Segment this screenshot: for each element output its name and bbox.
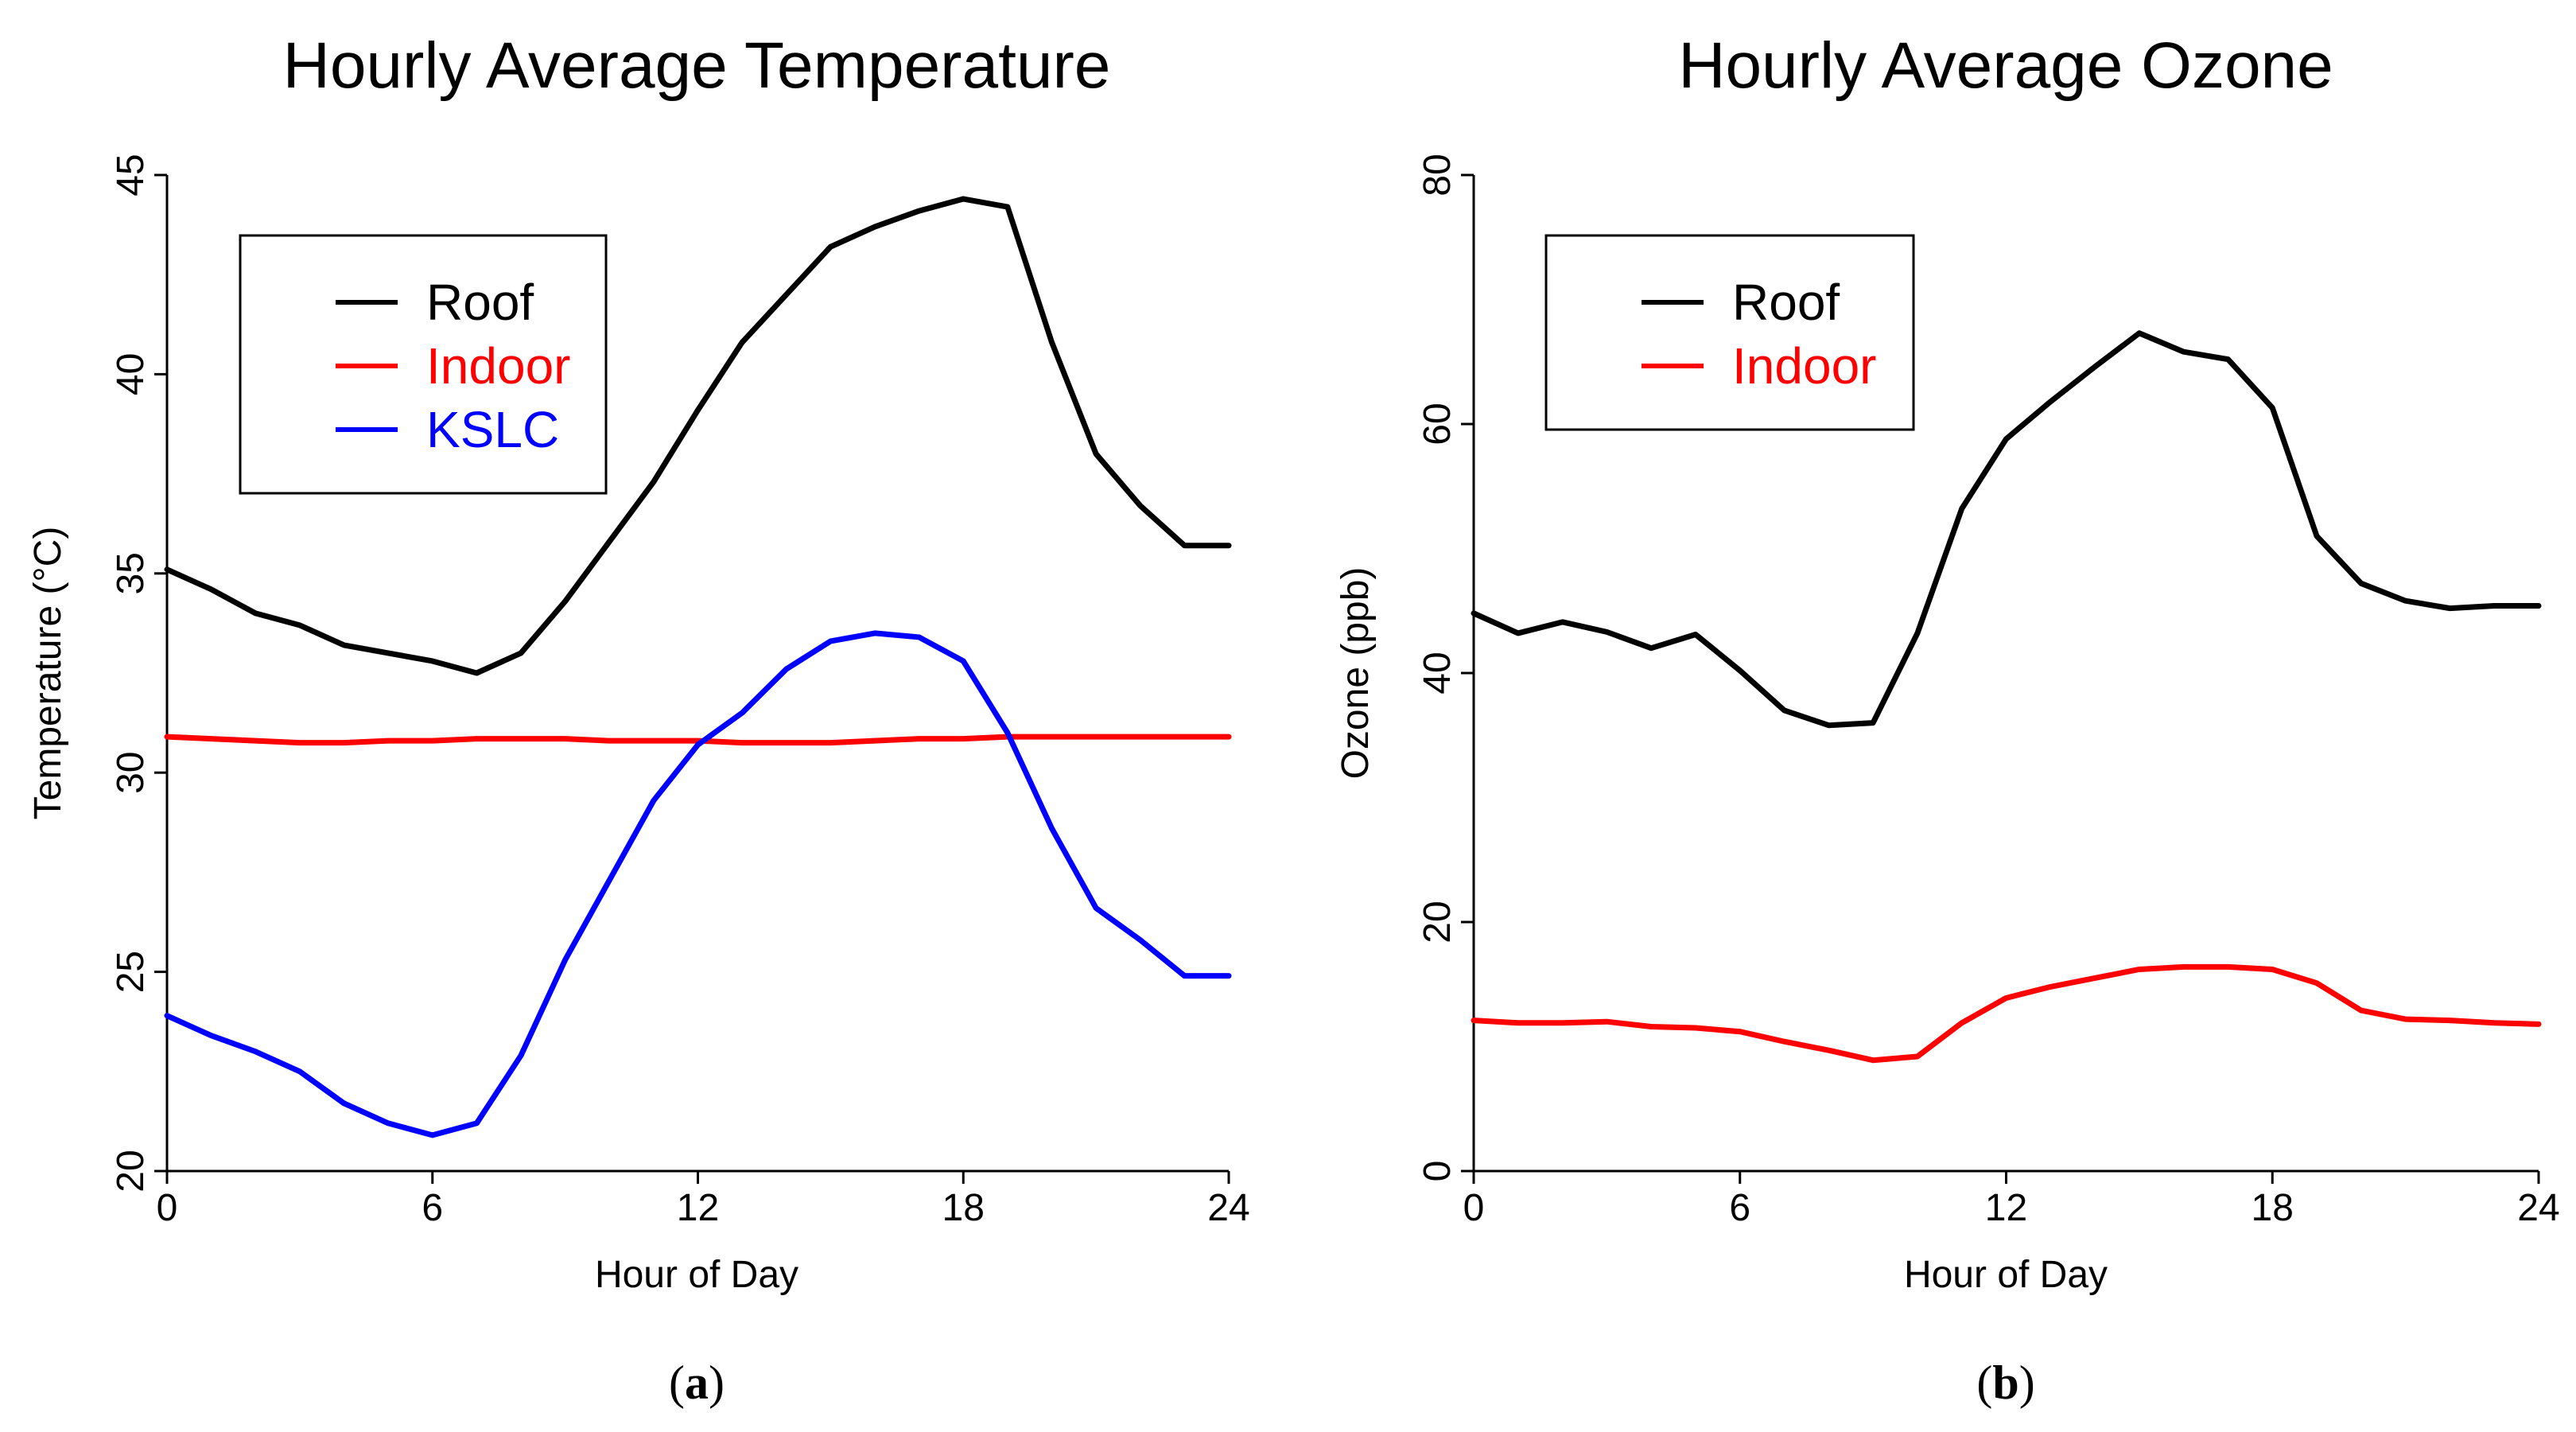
y-tick-label: 40 [110,353,152,395]
series-line-indoor [164,734,1232,746]
y-tick-label: 45 [110,154,152,196]
legend: Roof Indoor KSLC [239,234,608,495]
x-axis-ticks: 0 6 12 18 24 [157,1171,1250,1229]
x-axis-label: Hour of Day [595,1254,798,1296]
series-group [1471,330,2542,1064]
y-tick-label: 20 [110,1150,152,1192]
y-tick-label: 60 [1416,403,1459,445]
legend-label-kslc: KSLC [426,401,559,458]
legend-label-roof: Roof [1732,274,1840,331]
x-tick-label: 24 [2517,1187,2559,1229]
x-tick-label: 0 [1463,1187,1485,1229]
y-axis-label: Ozone (ppb) [1335,567,1377,780]
x-tick-label: 12 [1985,1187,2027,1229]
subfigure-label-letter: b [1992,1356,2018,1409]
x-tick-label: 6 [1729,1187,1750,1229]
subfigure-label-open: ( [669,1356,685,1409]
y-tick-label: 40 [1416,652,1459,694]
x-tick-label: 12 [677,1187,719,1229]
x-axis-ticks: 0 6 12 18 24 [1463,1171,2560,1229]
y-tick-label: 20 [1416,901,1459,943]
x-tick-label: 6 [422,1187,443,1229]
series-line-kslc [164,630,1232,1138]
legend: Roof Indoor [1544,234,1915,431]
series-line-indoor [1471,963,2542,1064]
series-line-roof [1471,330,2542,729]
x-tick-label: 24 [1207,1187,1249,1229]
chart-title: Hourly Average Temperature [283,29,1111,102]
y-axis-ticks: 20 25 30 35 40 45 [110,154,167,1193]
series-group [164,196,1232,1138]
legend-label-indoor: Indoor [1732,337,1876,395]
x-tick-label: 0 [157,1187,178,1229]
x-tick-label: 18 [942,1187,985,1229]
x-axis-label: Hour of Day [1904,1254,2108,1296]
series-line-roof [164,196,1232,676]
x-tick-label: 18 [2252,1187,2294,1229]
subfigure-label-close: ) [709,1356,725,1409]
chart-title: Hourly Average Ozone [1678,29,2333,102]
y-axis-label: Temperature (°C) [27,527,69,820]
y-axis-ticks: 0 20 40 60 80 [1416,154,1474,1181]
subfigure-label-open: ( [1976,1356,1992,1409]
y-tick-label: 30 [110,752,152,794]
y-tick-label: 0 [1416,1161,1459,1182]
subfigure-label: (b) [1976,1356,2034,1409]
legend-label-roof: Roof [426,274,534,331]
legend-label-indoor: Indoor [426,337,570,395]
y-tick-label: 25 [110,951,152,993]
subfigure-label: (a) [669,1356,725,1409]
y-tick-label: 35 [110,552,152,594]
y-tick-label: 80 [1416,154,1459,196]
legend-box [239,234,608,495]
subfigure-label-letter: a [685,1356,709,1409]
panel-temperature: Hourly Average Temperature 202530354045 … [27,29,1250,1409]
subfigure-label-close: ) [2019,1356,2035,1409]
legend-box [1544,234,1915,431]
